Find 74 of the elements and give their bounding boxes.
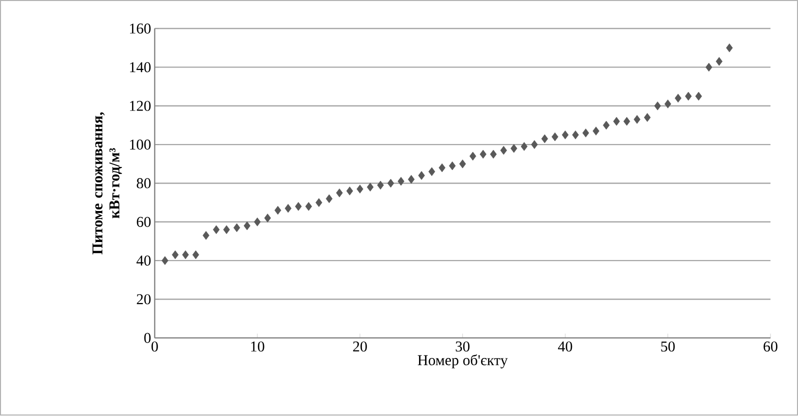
- point: [459, 160, 466, 169]
- point: [182, 250, 189, 260]
- point: [316, 198, 322, 208]
- point: [408, 175, 415, 184]
- point: [726, 44, 733, 52]
- point: [664, 100, 672, 109]
- point: [531, 140, 538, 150]
- point: [562, 130, 569, 140]
- point: [674, 94, 682, 103]
- point: [654, 102, 661, 111]
- point: [520, 142, 528, 152]
- point: [377, 181, 384, 190]
- point: [274, 206, 282, 215]
- point: [172, 250, 179, 260]
- x-tick-label: 0: [152, 342, 158, 352]
- point: [448, 162, 456, 170]
- x-tick-label: 20: [353, 342, 367, 352]
- y-tick-label: 160: [130, 24, 151, 34]
- point: [305, 202, 312, 212]
- point: [346, 186, 354, 196]
- point: [212, 225, 220, 234]
- x-tick-label: 40: [558, 342, 572, 352]
- x-tick-label: 50: [661, 342, 675, 352]
- point: [510, 144, 518, 154]
- point: [552, 132, 558, 142]
- point: [398, 177, 404, 186]
- point: [613, 117, 620, 126]
- y-tick-label: 80: [136, 178, 151, 189]
- y-tick-label: 100: [130, 140, 151, 150]
- point: [428, 167, 436, 176]
- point: [244, 222, 250, 230]
- point: [284, 204, 292, 213]
- point: [470, 152, 476, 161]
- point: [326, 194, 333, 204]
- y-tick-label: 120: [130, 101, 151, 112]
- y-tick-label: 20: [136, 294, 151, 305]
- point: [602, 121, 610, 130]
- point: [192, 250, 200, 260]
- point: [541, 134, 548, 144]
- point: [480, 150, 486, 159]
- point: [572, 130, 579, 140]
- point: [582, 128, 590, 138]
- y-tick-label: 0: [144, 333, 151, 344]
- x-tick-label: 60: [764, 342, 778, 352]
- y-tick-label: 40: [136, 256, 151, 266]
- point: [706, 63, 712, 72]
- x-axis-title: Номер об'єкту: [418, 354, 508, 369]
- point: [254, 218, 261, 227]
- point: [387, 179, 394, 188]
- point: [202, 231, 210, 240]
- y-tick-label: 60: [136, 217, 151, 228]
- point: [264, 214, 271, 223]
- point: [716, 57, 722, 66]
- point: [223, 225, 230, 234]
- point: [623, 117, 630, 126]
- point: [418, 171, 425, 180]
- point: [685, 92, 692, 101]
- point: [490, 150, 497, 159]
- point: [634, 115, 640, 124]
- point: [295, 202, 302, 212]
- point: [356, 184, 364, 194]
- point: [336, 188, 343, 198]
- point: [592, 126, 600, 136]
- point: [500, 146, 507, 155]
- point: [438, 164, 446, 172]
- x-tick-label: 10: [251, 342, 264, 352]
- point: [233, 224, 240, 232]
- point: [644, 113, 651, 122]
- point: [695, 92, 702, 101]
- point: [366, 182, 374, 192]
- point: [162, 256, 168, 266]
- y-tick-label: 140: [130, 62, 151, 72]
- y-axis-title: Питоме споживання, кВт·год/м³: [92, 112, 122, 255]
- x-tick-label: 30: [456, 342, 470, 352]
